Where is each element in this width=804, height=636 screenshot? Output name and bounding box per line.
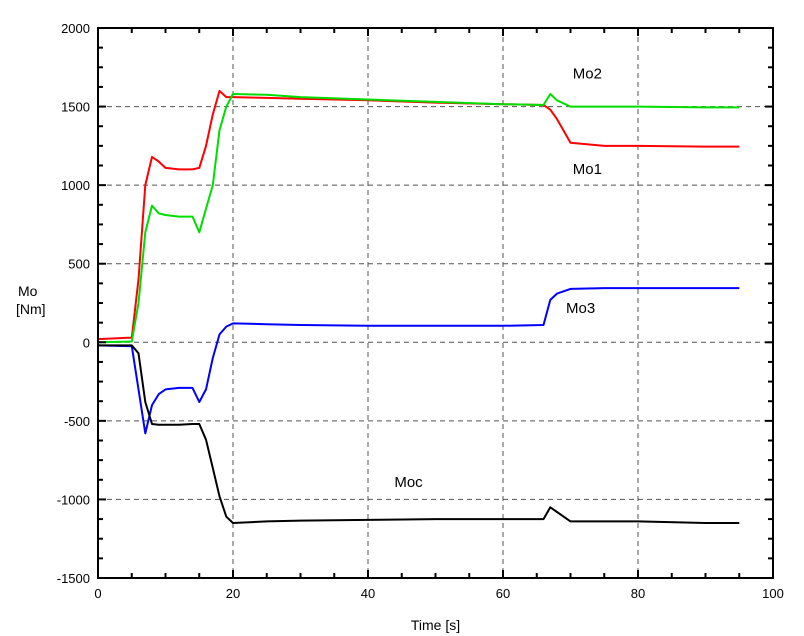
series-layer	[97, 89, 740, 524]
series-label-mo2: Mo2	[573, 65, 602, 82]
series-labels: Mo2 Mo1 Mo3 Moc	[394, 65, 602, 491]
series-label-mo3: Mo3	[566, 300, 595, 317]
x-tick-label: 100	[762, 586, 784, 601]
series-line-mo2	[97, 93, 740, 344]
y-axis-title-line2: [Nm]	[16, 301, 46, 317]
y-tick-label: -1500	[57, 571, 90, 586]
series-line-mo3	[97, 287, 740, 435]
y-tick-label: 1500	[61, 100, 90, 115]
x-tick-label: 20	[226, 586, 240, 601]
x-tick-label: 0	[94, 586, 101, 601]
y-tick-label: 0	[83, 335, 90, 350]
x-axis-title: Time [s]	[411, 617, 460, 633]
y-tick-label: 500	[68, 257, 90, 272]
y-tick-label: -1000	[57, 492, 90, 507]
series-line-moc	[98, 344, 740, 524]
y-tick-label: 1000	[61, 178, 90, 193]
series-label-moc: Moc	[394, 474, 423, 491]
series-label-mo1: Mo1	[573, 161, 602, 178]
ticks: 0 20 40 60 80 100 -1500 -1000 -500 0 500 1000 1500 20…	[57, 21, 784, 601]
x-tick-label: 60	[496, 586, 510, 601]
y-tick-label: 2000	[61, 21, 90, 36]
y-axis-title-line1: Mo	[18, 283, 38, 299]
y-tick-label: -500	[64, 414, 90, 429]
x-tick-label: 80	[631, 586, 645, 601]
series-line-mo1	[97, 89, 740, 341]
x-tick-label: 40	[361, 586, 375, 601]
